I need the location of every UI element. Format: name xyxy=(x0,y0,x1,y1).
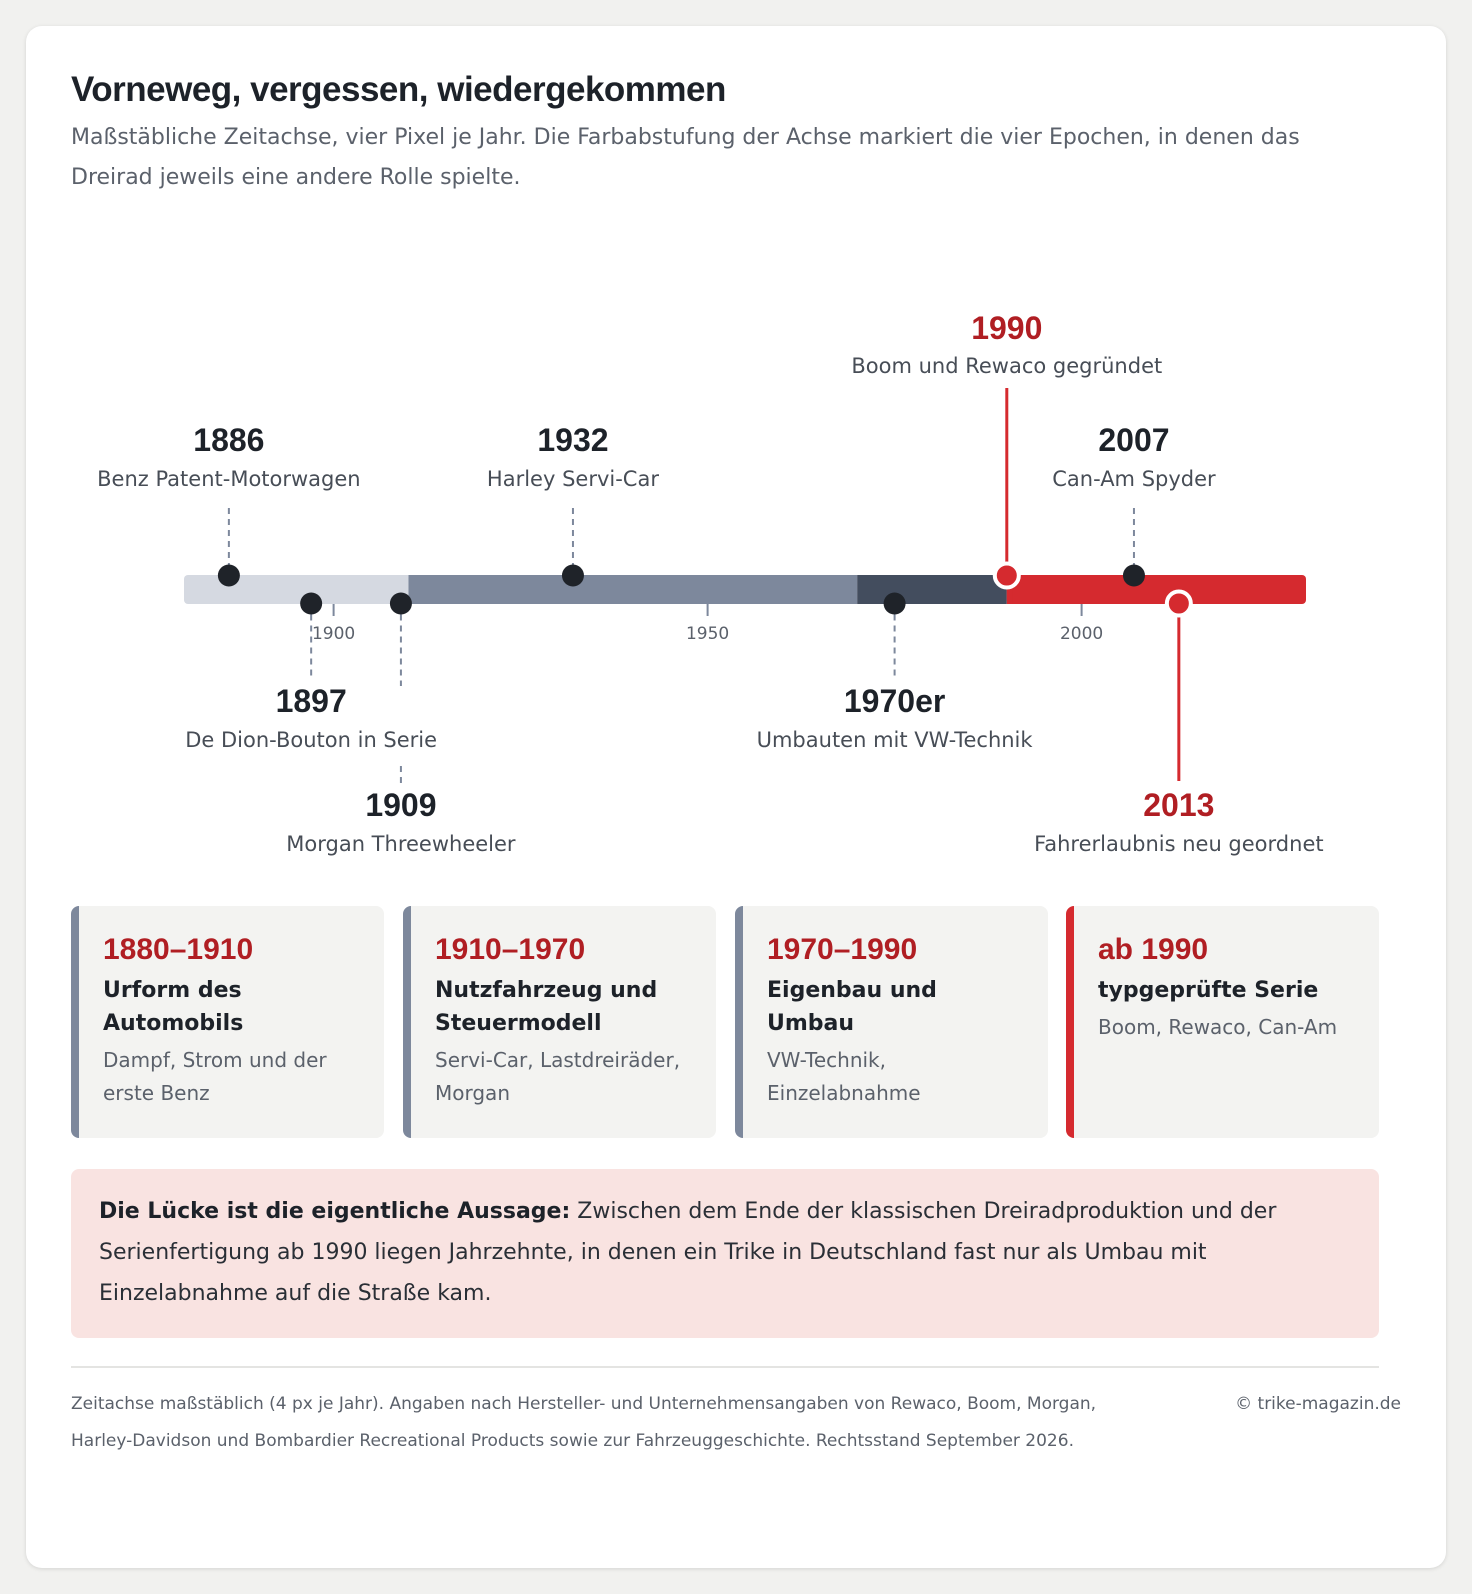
epoch-heading: Eigenbau und Umbau xyxy=(767,978,937,1036)
timeline-epoch-segment xyxy=(857,575,1007,604)
event-label: Can-Am Spyder xyxy=(1052,467,1216,491)
key-message-lead: Die Lücke ist die eigentliche Aussage: xyxy=(99,1199,571,1224)
event-marker xyxy=(300,592,323,615)
timeline-segment-joint xyxy=(1006,575,1013,604)
key-message-box: Die Lücke ist die eigentliche Aussage: Z… xyxy=(71,1169,1379,1338)
event-year: 1897 xyxy=(276,683,347,719)
event-label: Benz Patent-Motorwagen xyxy=(97,467,360,491)
axis-tick-label: 2000 xyxy=(1060,624,1103,644)
event-marker xyxy=(389,592,412,615)
epoch-heading: Urform des Automobils xyxy=(103,978,244,1036)
epoch-description: Dampf, Strom und der erste Benz xyxy=(103,1048,327,1105)
event-marker xyxy=(217,564,240,587)
event-label: Harley Servi-Car xyxy=(487,467,659,491)
timeline-chart: 1900 1950 2000 1886 Benz Patent-Motorwagen 18… xyxy=(97,310,1324,856)
infographic-card: Vorneweg, vergessen, wiedergekommen Maßs… xyxy=(26,26,1446,1568)
event-marker-highlight xyxy=(1164,589,1193,618)
axis-tick-label: 1950 xyxy=(686,624,729,644)
copyright-credit: © trike-magazin.de xyxy=(1235,1394,1401,1414)
epoch-description: VW-Technik, Einzelabnahme xyxy=(767,1048,921,1105)
epoch-card: 1880–1910 Urform des Automobils Dampf, S… xyxy=(71,906,384,1138)
event-label: Boom und Rewaco gegründet xyxy=(851,354,1162,378)
page-subtitle: Maßstäbliche Zeitachse, vier Pixel je Ja… xyxy=(71,125,1300,190)
event-year: 1886 xyxy=(193,422,264,458)
event-label: De Dion-Bouton in Serie xyxy=(185,728,437,752)
timeline-segment-joint xyxy=(402,575,409,604)
event-marker xyxy=(883,592,906,615)
event-label: Morgan Threewheeler xyxy=(286,832,516,856)
epoch-range: 1970–1990 xyxy=(767,933,918,966)
epoch-card: 1910–1970 Nutzfahrzeug und Steuermodell … xyxy=(403,906,716,1138)
epoch-range: ab 1990 xyxy=(1098,933,1209,966)
epoch-description: Servi-Car, Lastdreiräder, Morgan xyxy=(435,1048,681,1105)
timeline-epoch-segment xyxy=(1006,575,1306,604)
event-year: 1970er xyxy=(844,683,945,719)
epoch-description: Boom, Rewaco, Can-Am xyxy=(1098,1015,1338,1039)
event-marker xyxy=(561,564,584,587)
timeline-epoch-segment xyxy=(184,575,409,604)
event-year: 2013 xyxy=(1143,787,1214,823)
axis-tick-label: 1900 xyxy=(312,624,355,644)
event-label: Fahrerlaubnis neu geordnet xyxy=(1034,832,1324,856)
event-marker xyxy=(1122,564,1145,587)
event-marker-highlight xyxy=(992,561,1021,590)
epoch-card: 1970–1990 Eigenbau und Umbau VW-Technik,… xyxy=(735,906,1048,1138)
event-year: 2007 xyxy=(1098,422,1169,458)
event-year: 1990 xyxy=(971,310,1042,346)
epoch-range: 1910–1970 xyxy=(435,933,586,966)
epoch-cards: 1880–1910 Urform des Automobils Dampf, S… xyxy=(71,906,1401,1138)
epoch-heading: Nutzfahrzeug und Steuermodell xyxy=(435,978,658,1036)
source-footnote: Zeitachse maßstäblich (4 px je Jahr). An… xyxy=(71,1394,1097,1451)
event-year: 1909 xyxy=(365,787,436,823)
epoch-heading: typgeprüfte Serie xyxy=(1098,978,1319,1003)
event-year: 1932 xyxy=(537,422,608,458)
page-title: Vorneweg, vergessen, wiedergekommen xyxy=(71,70,726,109)
event-label: Umbauten mit VW-Technik xyxy=(757,728,1034,752)
timeline-epoch-segment xyxy=(408,575,858,604)
key-message-text: Zwischen dem Ende der klassischen Dreira… xyxy=(99,1199,1277,1306)
footer-divider xyxy=(71,1366,1379,1368)
epoch-range: 1880–1910 xyxy=(103,933,254,966)
epoch-card: ab 1990 typgeprüfte Serie Boom, Rewaco, … xyxy=(1066,906,1379,1138)
